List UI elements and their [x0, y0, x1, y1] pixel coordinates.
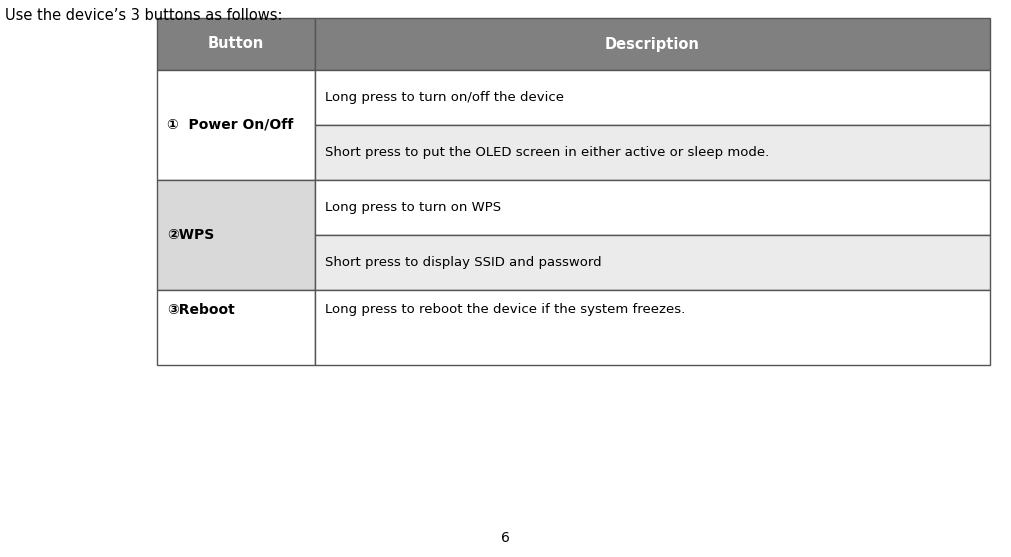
Bar — [315, 125, 990, 180]
Text: Short press to put the OLED screen in either active or sleep mode.: Short press to put the OLED screen in ei… — [325, 146, 769, 159]
Text: ③Reboot: ③Reboot — [167, 303, 235, 317]
Bar — [157, 180, 315, 290]
Text: ①  Power On/Off: ① Power On/Off — [167, 118, 293, 132]
Bar — [315, 180, 990, 235]
Text: Short press to display SSID and password: Short press to display SSID and password — [325, 256, 602, 269]
Bar — [157, 70, 315, 180]
Bar — [315, 290, 990, 365]
Text: 6: 6 — [501, 531, 510, 545]
Text: Long press to turn on/off the device: Long press to turn on/off the device — [325, 91, 564, 104]
Text: Description: Description — [605, 37, 700, 51]
Text: ②WPS: ②WPS — [167, 228, 214, 242]
Text: Button: Button — [208, 37, 264, 51]
Text: Use the device’s 3 buttons as follows:: Use the device’s 3 buttons as follows: — [5, 8, 282, 23]
Bar — [315, 70, 990, 125]
Bar — [157, 18, 315, 70]
Bar — [315, 18, 990, 70]
Bar — [157, 290, 315, 365]
Bar — [315, 235, 990, 290]
Text: Long press to turn on WPS: Long press to turn on WPS — [325, 201, 501, 214]
Text: Long press to reboot the device if the system freezes.: Long press to reboot the device if the s… — [325, 304, 685, 316]
